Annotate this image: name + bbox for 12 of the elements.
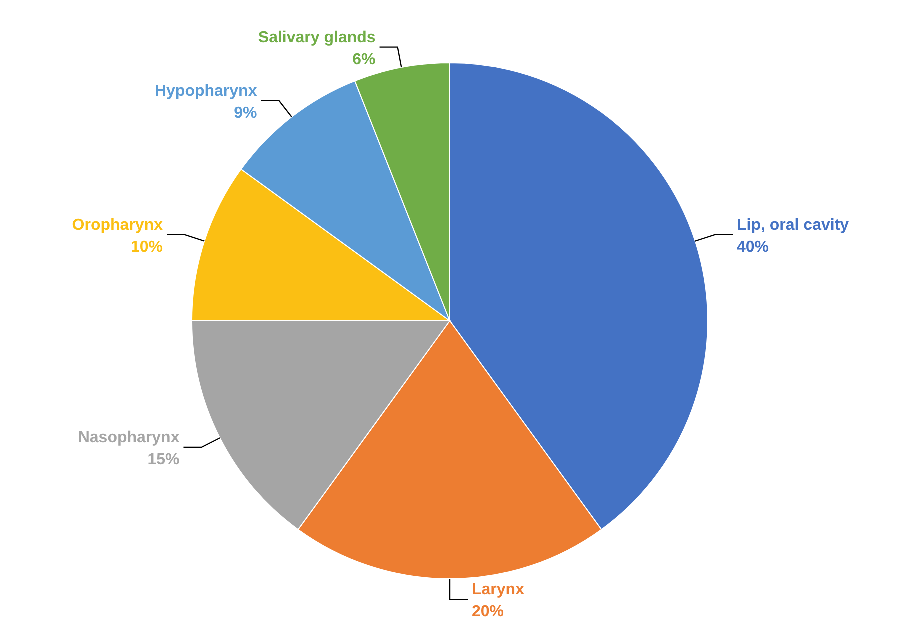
slice-label: Nasopharynx xyxy=(78,430,180,446)
data-label: 20% xyxy=(472,604,504,621)
slice-label: Oropharynx xyxy=(72,216,164,234)
data-label: 6% xyxy=(352,51,376,68)
data-label: 15% xyxy=(148,452,180,468)
slice-label: Hypopharynx xyxy=(154,82,258,100)
data-label: 40% xyxy=(737,238,770,256)
data-label: 10% xyxy=(130,238,163,256)
slice-label: Lip, oral cavity xyxy=(737,216,850,234)
data-label: 9% xyxy=(234,104,258,122)
slice-label: Larynx xyxy=(472,582,525,599)
slice-label: Salivary glands xyxy=(258,29,376,46)
